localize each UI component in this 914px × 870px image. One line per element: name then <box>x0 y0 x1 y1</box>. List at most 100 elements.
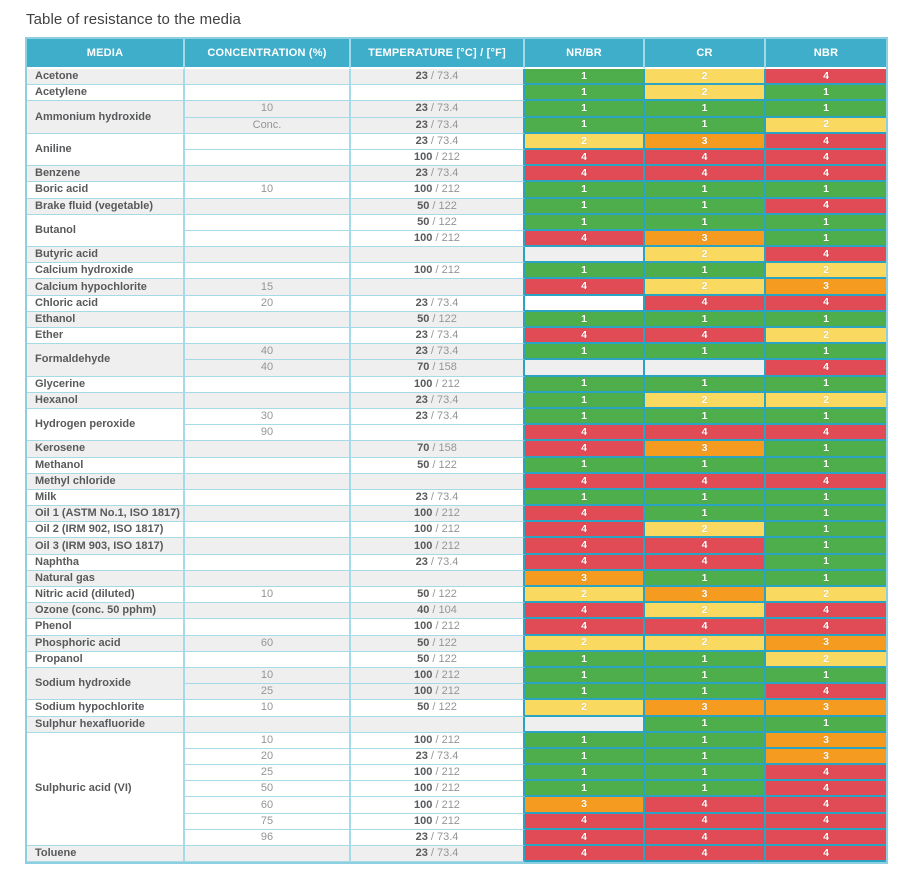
rating-cell-nrbr: 4 <box>525 425 645 442</box>
temperature-cell: 50 / 122 <box>351 587 525 604</box>
temperature-fahrenheit: / 73.4 <box>427 490 459 503</box>
temperature-cell: 50 / 122 <box>351 214 525 231</box>
temperature-celsius: 100 <box>414 620 433 633</box>
temperature-celsius: 50 <box>417 652 430 665</box>
temperature-cell: 100 / 212 <box>351 230 525 248</box>
temperature-cell: 100 / 212 <box>351 538 525 555</box>
rating-cell-nrbr: 1 <box>525 684 645 701</box>
temperature-cell: 100 / 212 <box>351 813 525 830</box>
temperature-fahrenheit: / 73.4 <box>427 102 459 115</box>
rating-cell-nbr: 1 <box>766 489 886 507</box>
rating-cell-cr: 2 <box>645 392 766 409</box>
table-row: 50 100 / 212 1 1 4 <box>27 781 886 798</box>
rating-cell-nrbr: 1 <box>525 85 645 102</box>
rating-cell-cr: 4 <box>645 829 766 846</box>
temperature-celsius: 23 <box>415 749 428 762</box>
table-row: Ether 23 / 73.4 4 4 2 <box>27 328 886 345</box>
table-row: Milk 23 / 73.4 1 1 1 <box>27 489 886 507</box>
concentration-cell <box>185 651 351 668</box>
media-name-cell: Oil 2 (IRM 902, ISO 1817) <box>27 522 185 539</box>
concentration-cell <box>185 198 351 215</box>
rating-cell-cr: 1 <box>645 198 766 215</box>
temperature-cell: 50 / 122 <box>351 700 525 717</box>
rating-cell-cr: 3 <box>645 230 766 248</box>
temperature-fahrenheit: / 73.4 <box>427 329 459 342</box>
rating-cell-nrbr: 1 <box>525 182 645 199</box>
media-name-cell: Glycerine <box>27 376 185 393</box>
rating-cell-cr: 1 <box>645 489 766 507</box>
concentration-cell: 20 <box>185 295 351 312</box>
rating-cell-cr: 1 <box>645 101 766 118</box>
temperature-celsius: 50 <box>417 588 430 601</box>
media-name-cell: Ozone (conc. 50 pphm) <box>27 603 185 620</box>
temperature-cell: 50 / 122 <box>351 457 525 474</box>
rating-cell-nbr: 1 <box>766 376 886 393</box>
temperature-celsius: 23 <box>415 847 428 860</box>
rating-cell-nbr: 1 <box>766 101 886 118</box>
rating-cell-nbr: 2 <box>766 392 886 409</box>
rating-cell-nrbr <box>525 716 645 733</box>
temperature-celsius: 100 <box>414 151 433 164</box>
temperature-cell: 23 / 73.4 <box>351 554 525 571</box>
temperature-cell: 100 / 212 <box>351 684 525 701</box>
rating-cell-nbr: 1 <box>766 441 886 458</box>
rating-cell-nrbr <box>525 360 645 377</box>
rating-cell-cr: 4 <box>645 473 766 490</box>
temperature-fahrenheit: / 73.4 <box>427 345 459 358</box>
temperature-cell: 100 / 212 <box>351 149 525 167</box>
rating-cell-nbr: 1 <box>766 408 886 426</box>
rating-cell-nrbr: 4 <box>525 328 645 345</box>
rating-cell-nrbr: 1 <box>525 781 645 798</box>
rating-cell-nbr: 3 <box>766 279 886 296</box>
concentration-cell <box>185 603 351 620</box>
concentration-cell <box>185 522 351 539</box>
column-header-media: MEDIA <box>27 39 185 69</box>
temperature-cell: 23 / 73.4 <box>351 133 525 150</box>
concentration-cell <box>185 311 351 328</box>
concentration-cell: 10 <box>185 101 351 118</box>
rating-cell-nrbr: 1 <box>525 748 645 766</box>
table-row: Glycerine 100 / 212 1 1 1 <box>27 376 886 393</box>
rating-cell-cr: 4 <box>645 797 766 814</box>
rating-cell-cr: 4 <box>645 846 766 863</box>
rating-cell-nbr: 2 <box>766 587 886 604</box>
table-row: 60 100 / 212 3 4 4 <box>27 797 886 814</box>
temperature-celsius: 23 <box>415 70 428 83</box>
rating-cell-nrbr: 4 <box>525 538 645 555</box>
rating-cell-cr: 4 <box>645 554 766 571</box>
header-row: MEDIA CONCENTRATION (%) TEMPERATURE [°C]… <box>27 39 886 69</box>
rating-cell-nbr: 1 <box>766 522 886 539</box>
temperature-fahrenheit: / 212 <box>432 782 460 795</box>
media-name-cell: Benzene <box>27 166 185 183</box>
rating-cell-nbr: 1 <box>766 85 886 102</box>
temperature-fahrenheit: / 158 <box>429 361 457 374</box>
table-row: Kerosene 70 / 158 4 3 1 <box>27 441 886 458</box>
table-row: 75 100 / 212 4 4 4 <box>27 813 886 830</box>
table-row: Sulphur hexafluoride 1 1 <box>27 716 886 733</box>
rating-cell-nrbr <box>525 295 645 312</box>
rating-cell-cr: 2 <box>645 635 766 652</box>
rating-cell-cr: 3 <box>645 133 766 150</box>
temperature-fahrenheit: / 212 <box>432 523 460 536</box>
temperature-fahrenheit: / 73.4 <box>427 830 459 843</box>
rating-cell-cr: 3 <box>645 441 766 458</box>
rating-cell-nbr: 3 <box>766 700 886 717</box>
rating-cell-nrbr: 4 <box>525 813 645 830</box>
table-row: 90 4 4 4 <box>27 425 886 442</box>
media-name-cell: Chloric acid <box>27 295 185 312</box>
media-name-cell: Kerosene <box>27 441 185 458</box>
temperature-cell: 100 / 212 <box>351 522 525 539</box>
rating-cell-cr: 1 <box>645 311 766 328</box>
concentration-cell: 25 <box>185 684 351 701</box>
temperature-celsius: 23 <box>415 134 428 147</box>
temperature-fahrenheit: / 73.4 <box>427 555 459 568</box>
media-name-cell: Milk <box>27 489 185 507</box>
temperature-celsius: 23 <box>415 830 428 843</box>
media-name-cell: Acetylene <box>27 85 185 102</box>
rating-cell-nrbr: 4 <box>525 441 645 458</box>
media-name-cell: Ethanol <box>27 311 185 328</box>
temperature-cell: 23 / 73.4 <box>351 392 525 409</box>
temperature-cell: 70 / 158 <box>351 441 525 458</box>
rating-cell-cr: 2 <box>645 603 766 620</box>
temperature-celsius: 50 <box>417 701 430 714</box>
